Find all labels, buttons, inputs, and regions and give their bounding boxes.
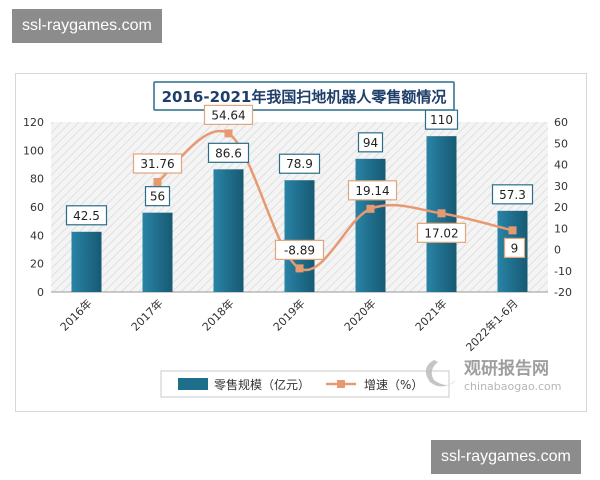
bar-label-box bbox=[424, 109, 459, 130]
legend-line-marker bbox=[337, 380, 345, 388]
brand-swirl-icon bbox=[425, 360, 456, 387]
y-left-tick-label: 0 bbox=[37, 286, 44, 299]
bar-label-box bbox=[65, 205, 108, 226]
growth-label-box bbox=[274, 239, 325, 260]
x-tick-label: 2020年 bbox=[341, 296, 378, 333]
bar-value-label: 42.5 bbox=[73, 209, 100, 223]
chart-frame: 2016-2021年我国扫地机器人零售额情况 0 20 40 60 80 100 120 -… bbox=[15, 73, 587, 412]
x-tick-label: 2017年 bbox=[128, 296, 165, 333]
y-right-tick-label: 20 bbox=[554, 201, 568, 214]
bar-label-box bbox=[207, 142, 250, 163]
chart-title: 2016-2021年我国扫地机器人零售额情况 bbox=[162, 88, 447, 106]
growth-point bbox=[224, 129, 233, 138]
legend-bar-swatch bbox=[178, 378, 208, 390]
growth-point bbox=[437, 209, 446, 218]
legend-line-label: 增速（%） bbox=[364, 378, 423, 392]
y-left-tick-label: 20 bbox=[30, 258, 44, 271]
brand-url: chinabaogao.com bbox=[464, 380, 562, 393]
bar bbox=[142, 212, 173, 292]
x-tick-label: 2019年 bbox=[270, 296, 307, 333]
title-box: 2016-2021年我国扫地机器人零售额情况 bbox=[153, 81, 455, 111]
y-left-tick-label: 120 bbox=[23, 116, 44, 129]
x-tick-label: 2022年1-6月 bbox=[463, 296, 521, 354]
growth-value-label: 17.02 bbox=[424, 226, 458, 240]
bar bbox=[355, 158, 386, 292]
y-left-tick-label: 100 bbox=[23, 144, 44, 157]
y-right-tick-label: 40 bbox=[554, 159, 568, 172]
y-right-tick-label: 10 bbox=[554, 222, 568, 235]
y-right-tick-label: 0 bbox=[554, 244, 561, 257]
y-right-tick-label: 50 bbox=[554, 137, 568, 150]
y-right-tick-label: -20 bbox=[554, 286, 572, 299]
watermark-bottom: ssl-raygames.com bbox=[431, 440, 581, 474]
legend-bar-label: 零售规模（亿元） bbox=[214, 377, 310, 392]
watermark-top: ssl-raygames.com bbox=[12, 9, 162, 43]
growth-label-box bbox=[203, 104, 254, 125]
y-left-tick-label: 40 bbox=[30, 229, 44, 242]
x-tick-label: 2021年 bbox=[412, 296, 449, 333]
growth-label-box bbox=[132, 153, 183, 174]
growth-label-box bbox=[416, 222, 467, 243]
bar bbox=[213, 169, 244, 292]
x-tick-label: 2016年 bbox=[57, 296, 94, 333]
bar-value-label: 56 bbox=[150, 190, 165, 204]
growth-value-label: 9 bbox=[511, 241, 519, 255]
growth-label-box bbox=[503, 237, 526, 258]
bar-value-label: 94 bbox=[363, 136, 378, 150]
y-right-tick-label: -10 bbox=[554, 265, 572, 278]
brand-name: 观研报告网 bbox=[463, 358, 549, 379]
growth-point bbox=[153, 178, 162, 187]
growth-label-box bbox=[347, 180, 398, 201]
bar-value-label: 78.9 bbox=[286, 157, 313, 171]
bar-label-box bbox=[491, 184, 534, 205]
bar-value-label: 110 bbox=[430, 113, 453, 127]
growth-value-label: 19.14 bbox=[355, 184, 389, 198]
bar bbox=[284, 180, 315, 292]
x-tick-label: 2018年 bbox=[199, 296, 236, 333]
growth-point bbox=[508, 226, 517, 235]
y-right-tick-label: 30 bbox=[554, 180, 568, 193]
bar-value-label: 86.6 bbox=[215, 146, 242, 160]
y-right-tick-label: 60 bbox=[554, 116, 568, 129]
growth-value-label: -8.89 bbox=[284, 243, 315, 257]
legend: 零售规模（亿元） 增速（%） bbox=[160, 370, 450, 398]
bar-value-label: 57.3 bbox=[499, 188, 526, 202]
y-left-tick-label: 60 bbox=[30, 201, 44, 214]
bar-label-box bbox=[278, 153, 321, 174]
bar-label-box bbox=[144, 186, 171, 207]
brand-logo: 观研报告网 chinabaogao.com bbox=[425, 358, 562, 393]
growth-value-label: 31.76 bbox=[140, 157, 174, 171]
growth-point bbox=[295, 264, 304, 273]
y-left-tick-label: 80 bbox=[30, 173, 44, 186]
bar bbox=[71, 231, 102, 292]
growth-point bbox=[366, 204, 375, 213]
growth-value-label: 54.64 bbox=[211, 108, 245, 122]
bar-label-box bbox=[357, 132, 384, 153]
